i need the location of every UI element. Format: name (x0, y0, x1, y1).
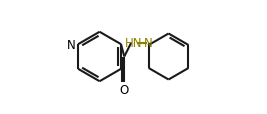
Text: HN: HN (125, 37, 143, 50)
Text: N: N (143, 37, 152, 50)
Text: N: N (67, 38, 76, 51)
Text: O: O (120, 84, 129, 97)
